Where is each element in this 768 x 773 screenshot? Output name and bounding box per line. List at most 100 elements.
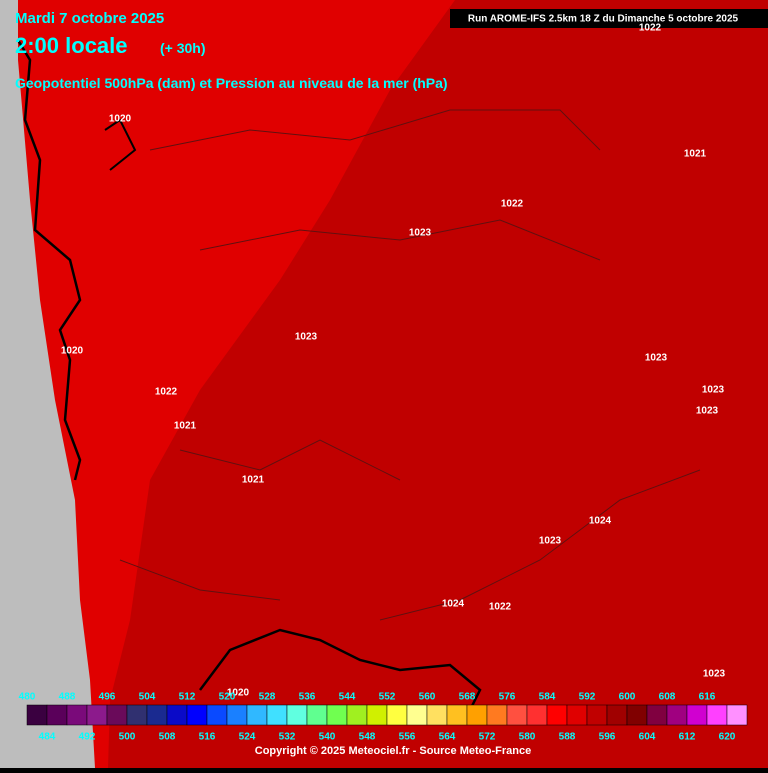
scale-swatch [526,704,548,726]
coastline [16,39,82,481]
subtitle: Geopotentiel 500hPa (dam) et Pression au… [15,75,448,91]
scale-swatch [226,704,248,726]
scale-swatch [726,704,748,726]
field-584 [0,0,455,768]
scale-label: 504 [139,692,156,703]
scale-label: 520 [219,692,236,703]
scale-swatch [466,704,488,726]
scale-label: 596 [599,732,616,743]
scale-swatch [206,704,228,726]
estuary [104,118,137,171]
pressure-label: 1021 [174,421,197,432]
pressure-label: 1022 [155,387,178,398]
scale-swatch [86,704,108,726]
scale-swatch [606,704,628,726]
pressure-label: 1022 [501,199,524,210]
scale-swatch [366,704,388,726]
scale-label: 580 [519,732,536,743]
pressure-label: 1020 [227,688,250,699]
pressure-label: 1022 [639,23,662,34]
scale-swatch [706,704,728,726]
scale-label: 552 [379,692,396,703]
scale-label: 588 [559,732,576,743]
scale-label: 492 [79,732,96,743]
scale-label: 500 [119,732,136,743]
pressure-labels: 1022 1020 1021 1022 1023 1023 1020 1023 1022 1023… [61,23,726,699]
scale-swatch [286,704,308,726]
scale-label: 480 [19,692,36,703]
scale-label: 512 [179,692,196,703]
scale-swatch [266,704,288,726]
scale-swatch [506,704,528,726]
pressure-label: 1023 [703,669,726,680]
scale-label: 484 [39,732,56,743]
scale-label: 560 [419,692,436,703]
time: 2:00 locale [15,33,128,58]
scale-label: 536 [299,692,316,703]
pressure-label: 1024 [589,516,612,527]
pressure-label: 1023 [539,536,562,547]
border [199,628,482,711]
scale-swatch [246,704,268,726]
scale-label: 620 [719,732,736,743]
scale-swatch [306,704,328,726]
scale-label: 548 [359,732,376,743]
pressure-label: 1021 [242,475,265,486]
scale-swatch [66,704,88,726]
scale-swatch [406,704,428,726]
scale-label: 604 [639,732,656,743]
run-box [450,9,768,28]
scale-swatch [586,704,608,726]
scale-label: 540 [319,732,336,743]
pressure-label: 1021 [684,149,707,160]
scale-label: 496 [99,692,116,703]
scale-label: 608 [659,692,676,703]
scale-label: 508 [159,732,176,743]
scale-label: 584 [539,692,556,703]
scale-swatch [166,704,188,726]
scale-swatch [426,704,448,726]
scale-swatch [146,704,168,726]
pressure-label: 1023 [295,332,318,343]
scale-label: 600 [619,692,636,703]
scale-label: 528 [259,692,276,703]
scale-swatch [486,704,508,726]
copyright: Copyright © 2025 Meteociel.fr - Source M… [255,745,531,757]
scale-swatch [446,704,468,726]
scale-swatch [386,704,408,726]
pressure-label: 1023 [696,406,719,417]
ocean-mask [0,0,95,768]
scale-label: 612 [679,732,696,743]
scale-label: 532 [279,732,296,743]
color-scale: 480 484 488 492 496 500 504 508 512 516 520 524 528 5… [19,692,748,743]
scale-swatch [546,704,568,726]
pressure-label: 1020 [109,114,132,125]
pressure-label: 1023 [702,385,725,396]
scale-swatch [686,704,708,726]
scale-label: 564 [439,732,456,743]
scale-swatch [326,704,348,726]
pressure-label: 1022 [489,602,512,613]
date: Mardi 7 octobre 2025 [15,10,164,27]
scale-swatch [126,704,148,726]
scale-label: 524 [239,732,256,743]
scale-label: 576 [499,692,516,703]
scale-label: 592 [579,692,596,703]
scale-swatch [626,704,648,726]
scale-label: 488 [59,692,76,703]
contours [119,109,701,621]
lead-time: (+ 30h) [160,40,206,56]
pressure-label: 1024 [442,599,465,610]
scale-swatch [346,704,368,726]
scale-swatch [666,704,688,726]
scale-swatch [46,704,68,726]
run-info: Run AROME-IFS 2.5km 18 Z du Dimanche 5 o… [468,14,739,25]
scale-swatch [26,704,48,726]
scale-label: 556 [399,732,416,743]
scale-label: 616 [699,692,716,703]
scale-label: 516 [199,732,216,743]
scale-label: 572 [479,732,496,743]
scale-swatch [646,704,668,726]
scale-swatch [106,704,128,726]
